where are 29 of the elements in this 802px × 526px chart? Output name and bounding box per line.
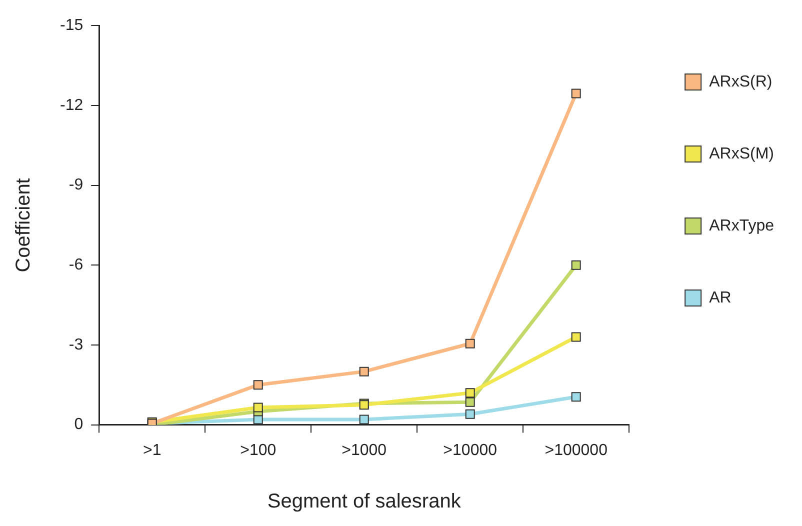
x-tick-label: >100 <box>240 442 276 459</box>
point <box>465 409 475 419</box>
point <box>253 402 263 412</box>
point <box>465 388 475 398</box>
point <box>571 88 581 98</box>
point <box>571 260 581 270</box>
point <box>465 397 475 407</box>
point <box>253 380 263 390</box>
point <box>571 332 581 342</box>
y-tick-label: -6 <box>68 256 84 274</box>
legend-label: ARxS(M) <box>709 145 774 162</box>
x-tick-label: >100000 <box>544 442 608 459</box>
point <box>359 414 369 424</box>
x-axis-title: Segment of salesrank <box>267 490 462 513</box>
point <box>359 366 369 376</box>
y-tick-label: -15 <box>60 17 84 34</box>
legend-label: AR <box>709 289 732 306</box>
y-tick-label: -12 <box>60 96 84 114</box>
y-tick-label: 0 <box>74 416 84 434</box>
y-tick-label: -9 <box>68 176 84 194</box>
y-axis-title: Coefficient <box>12 178 35 272</box>
y-tick-label: -3 <box>68 336 84 354</box>
point <box>465 338 475 348</box>
legend-label: ARxS(R) <box>709 73 772 90</box>
legend-label: ARxType <box>709 217 774 234</box>
x-tick-label: >1000 <box>342 442 387 459</box>
point <box>571 392 581 402</box>
x-tick-label: >10000 <box>443 442 498 459</box>
x-tick-label: >1 <box>142 442 162 459</box>
